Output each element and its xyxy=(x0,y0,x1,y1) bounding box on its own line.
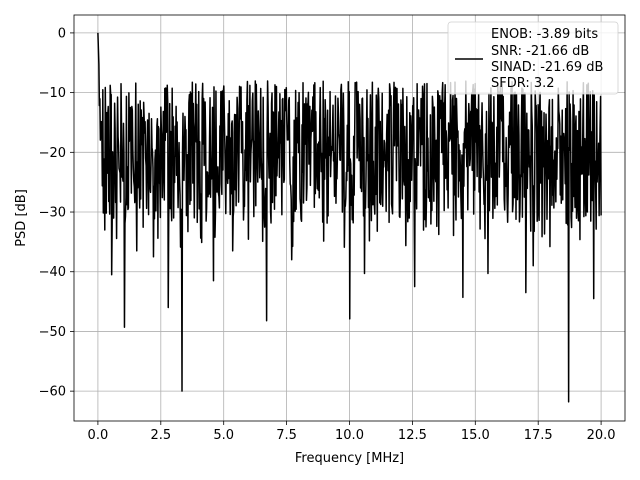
y-axis-label: PSD [dB] xyxy=(14,189,29,247)
y-tick-label: −40 xyxy=(39,265,66,280)
data-layer xyxy=(97,32,602,403)
x-tick-label: 12.5 xyxy=(398,428,427,443)
y-tick-label: −10 xyxy=(39,86,66,101)
y-tick-label: 0 xyxy=(58,26,66,41)
x-tick-label: 5.0 xyxy=(213,428,234,443)
x-tick-label: 10.0 xyxy=(335,428,364,443)
x-tick-label: 17.5 xyxy=(524,428,553,443)
y-tick-label: −50 xyxy=(39,325,66,340)
y-axis-ticks: 0 −10 −20 −30 −40 −50 −60 xyxy=(39,26,74,400)
x-tick-label: 0.0 xyxy=(88,428,109,443)
psd-series-line xyxy=(97,32,602,403)
legend-box xyxy=(447,21,619,95)
x-tick-label: 15.0 xyxy=(461,428,490,443)
legend-entry-enob: ENOB: -3.89 bits xyxy=(491,27,598,42)
legend-entry-sinad: SINAD: -21.69 dB xyxy=(491,60,603,75)
y-tick-label: −30 xyxy=(39,206,66,221)
x-tick-label: 7.5 xyxy=(276,428,297,443)
legend-entry-snr: SNR: -21.66 dB xyxy=(491,44,589,59)
x-tick-label: 20.0 xyxy=(587,428,616,443)
x-axis-label: Frequency [MHz] xyxy=(295,451,404,466)
legend-entry-sfdr: SFDR: 3.2 xyxy=(491,76,555,91)
y-tick-label: −20 xyxy=(39,146,66,161)
x-axis-ticks: 0.0 2.5 5.0 7.5 10.0 12.5 15.0 17.5 20.0 xyxy=(88,421,616,443)
legend: ENOB: -3.89 bits SNR: -21.66 dB SINAD: -… xyxy=(447,21,619,95)
y-tick-label: −60 xyxy=(39,385,66,400)
x-tick-label: 2.5 xyxy=(150,428,171,443)
